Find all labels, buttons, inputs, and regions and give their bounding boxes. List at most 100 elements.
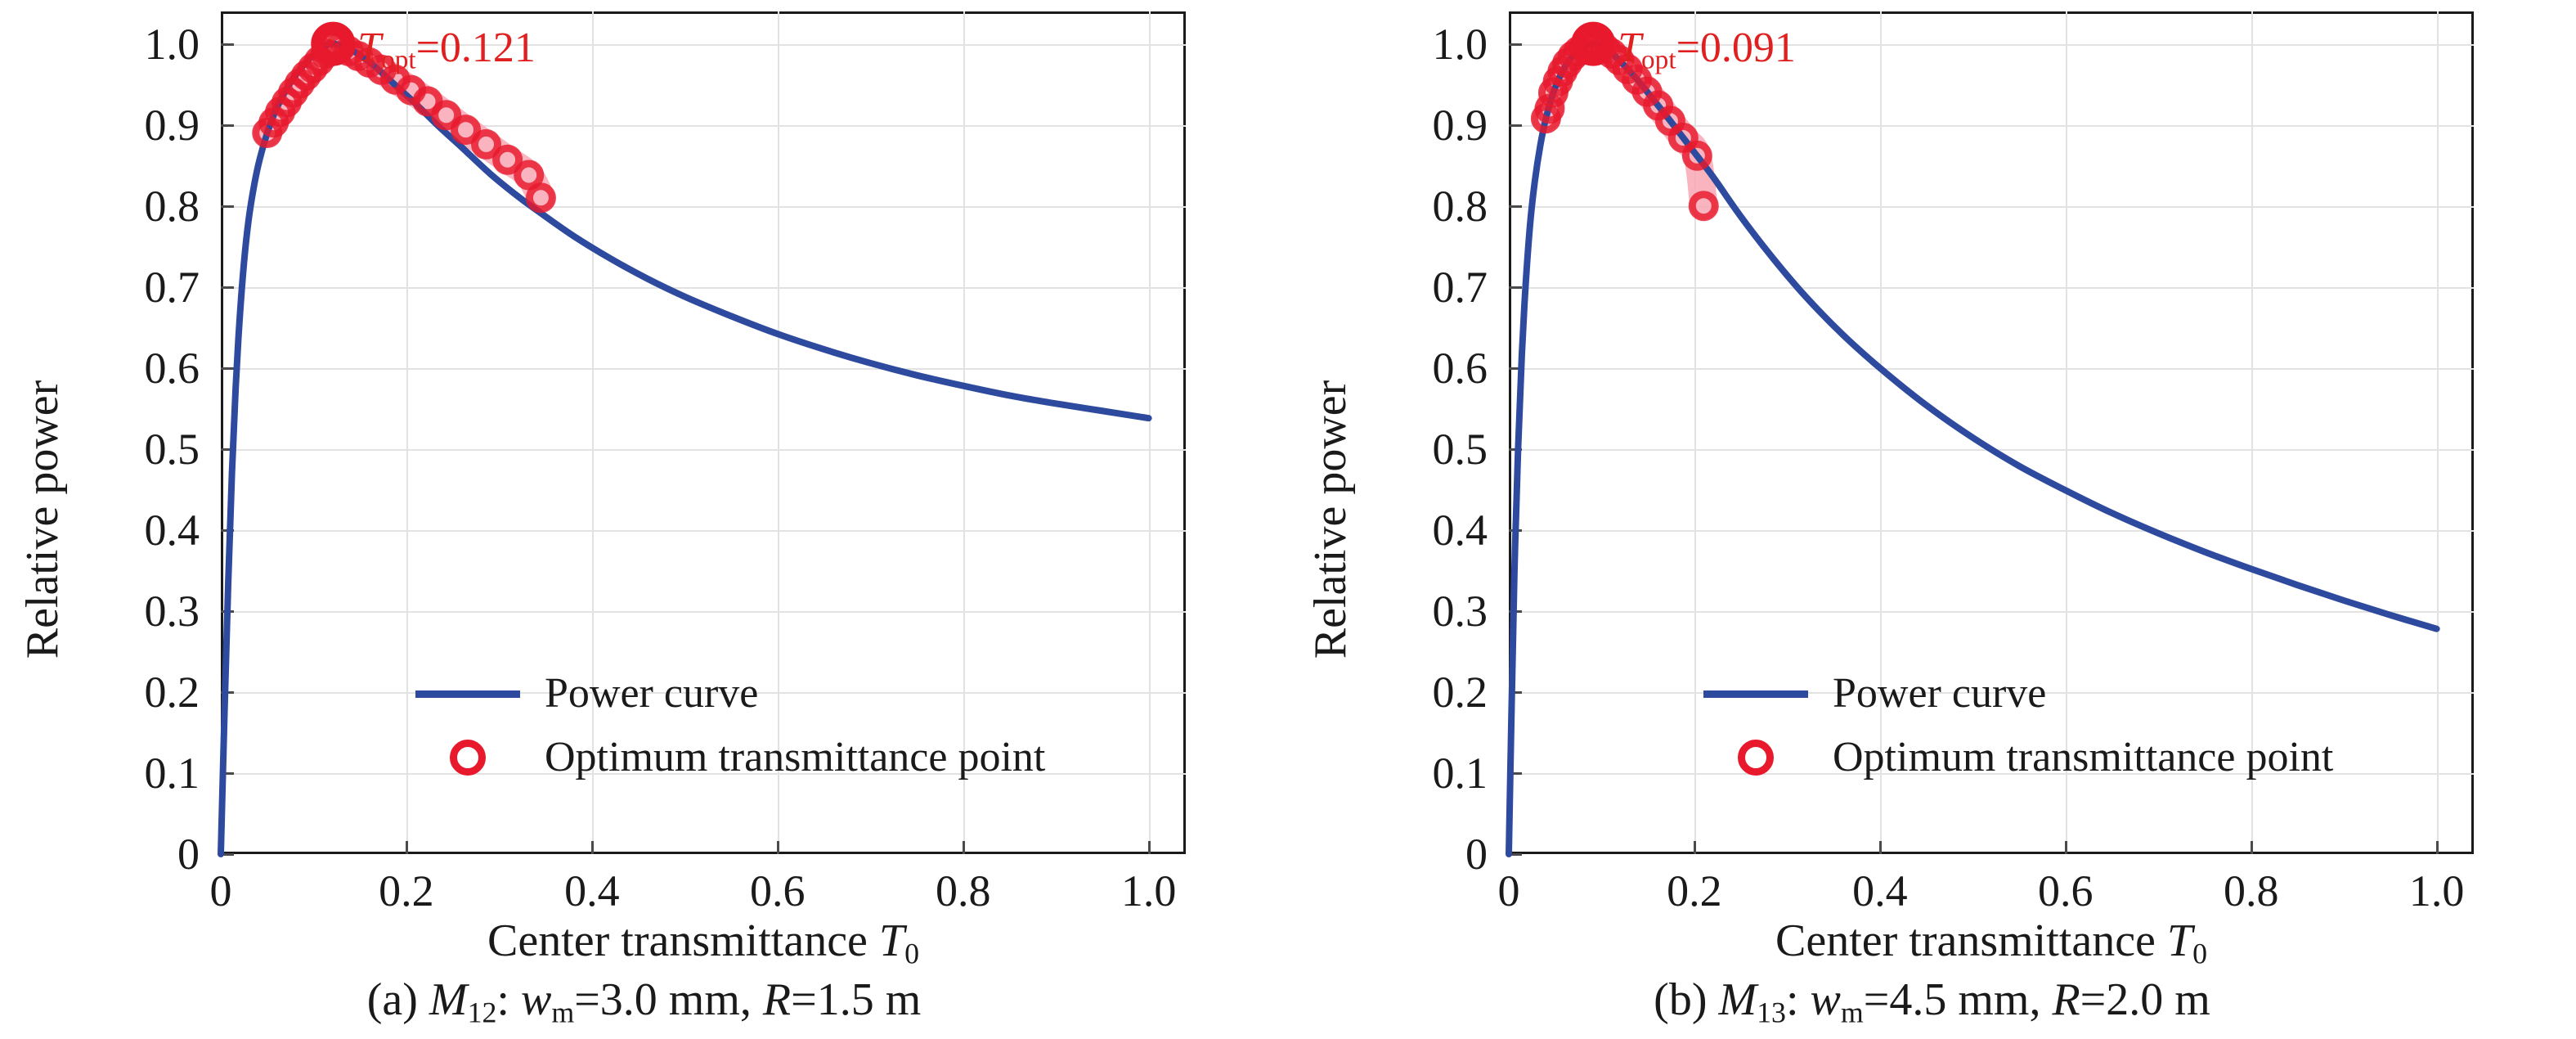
y-tick	[1509, 124, 1522, 127]
y-tick-label: 0.3	[144, 586, 200, 636]
subcaption-r-value-b: =2.0 m	[2080, 974, 2210, 1025]
y-tick-label: 0.8	[144, 181, 200, 231]
y-tick-label: 0	[1465, 830, 1488, 879]
x-tick-label: 1.0	[1120, 866, 1177, 915]
gridline-vertical	[963, 11, 965, 854]
y-tick	[221, 286, 234, 289]
x-tick	[590, 841, 594, 854]
x-tick-label: 0.2	[1667, 866, 1722, 915]
legend-a: Power curve Optimum transmittance point	[402, 662, 1045, 789]
subcaption-r-symbol-b: R	[2052, 974, 2080, 1025]
gridline-vertical	[1148, 11, 1151, 854]
panel-a: Relative power 0 0.1 0.2 0.3 0.4 0.5 0.6 0.7 0.8…	[17, 11, 1186, 1029]
y-tick	[221, 771, 234, 775]
subcaption-mode-sub-b: 13	[1757, 996, 1786, 1029]
y-tick-label: 0	[177, 830, 200, 879]
y-tick-label: 0.5	[144, 424, 200, 474]
gridline-horizontal	[221, 772, 1186, 775]
y-tick-label: 0.5	[1432, 424, 1488, 474]
x-tick-label: 0.4	[1852, 866, 1908, 915]
gridline-horizontal	[1509, 529, 2474, 532]
y-axis-title-b: Relative power	[1305, 380, 1356, 659]
annotation-symbol-b: T	[1618, 24, 1642, 71]
x-axis-title-symbol-a: T	[878, 915, 905, 966]
x-axis-title-prefix-a: Center transmittance	[487, 915, 879, 966]
y-tick	[1509, 690, 1522, 694]
legend-marker-swatch-a	[402, 740, 533, 776]
x-tick-label: 1.0	[2408, 866, 2465, 915]
optimum-transmittance-point	[1688, 191, 1719, 222]
legend-label-power-curve-b: Power curve	[1833, 670, 2047, 717]
annotation-subscript-b: opt	[1641, 44, 1676, 75]
gridline-horizontal	[1509, 691, 2474, 694]
x-tick	[962, 841, 965, 854]
curve-layer-b	[1506, 21, 2440, 857]
y-tick-label: 0.2	[144, 667, 200, 717]
gridline-horizontal	[1509, 124, 2474, 127]
y-tick	[1509, 771, 1522, 775]
y-tick	[221, 205, 234, 208]
y-tick-label: 0.7	[1432, 262, 1488, 312]
optimum-transmittance-point	[1681, 140, 1712, 171]
x-tick	[1878, 841, 1882, 854]
gridline-horizontal	[221, 610, 1186, 613]
gridline-horizontal	[1509, 286, 2474, 289]
optimum-transmittance-point	[412, 86, 443, 117]
y-tick	[1509, 367, 1522, 370]
gridline-vertical	[1879, 11, 1882, 854]
subcaption-w-symbol-b: w	[1810, 974, 1841, 1025]
legend-row-power-curve-b: Power curve	[1690, 662, 2333, 726]
x-tick-label: 0	[209, 866, 232, 915]
gridline-vertical	[406, 11, 408, 854]
gridline-vertical	[1694, 11, 1696, 854]
legend-row-power-curve-a: Power curve	[402, 662, 1045, 726]
gridline-horizontal	[1509, 772, 2474, 775]
plot-area-a: 0 0.1 0.2 0.3 0.4 0.5 0.6 0.7 0.8 0.9 1.0 0 0.2 0.4 0.…	[145, 11, 1186, 913]
y-tick	[221, 853, 234, 856]
legend-line-swatch-b	[1690, 690, 1821, 698]
plot-area-b: 0 0.1 0.2 0.3 0.4 0.5 0.6 0.7 0.8 0.9 1.0 0 0.2 0.4 0.…	[1433, 11, 2474, 913]
y-tick	[221, 448, 234, 451]
legend-label-power-curve-a: Power curve	[545, 670, 759, 717]
y-tick-label: 0.6	[1432, 343, 1488, 393]
y-tick-label: 1.0	[1432, 19, 1488, 69]
gridline-horizontal	[1509, 367, 2474, 370]
x-axis-title-sub-b: 0	[2192, 937, 2207, 970]
x-tick	[1147, 841, 1151, 854]
annotation-subscript-a: opt	[381, 44, 416, 75]
legend-line-swatch-a	[402, 690, 533, 698]
legend-b: Power curve Optimum transmittance point	[1690, 662, 2333, 789]
optimum-point-highlight	[1571, 21, 1616, 66]
y-tick-label: 0.1	[1432, 748, 1488, 798]
annotation-topt-a: Topt=0.121	[357, 24, 536, 75]
optimum-point-highlight	[311, 21, 356, 66]
optimum-transmittance-point	[492, 144, 523, 175]
subcaption-mode-sub-a: 12	[467, 996, 497, 1029]
optimum-transmittance-point	[514, 160, 545, 191]
gridline-horizontal	[1509, 43, 2474, 46]
x-tick-label: 0.8	[2223, 866, 2279, 915]
subcaption-w-value-b: =4.5 mm,	[1863, 974, 2053, 1025]
subcaption-b: (b) M13: wm=4.5 mm, R=2.0 m	[1288, 974, 2576, 1029]
y-tick	[221, 367, 234, 370]
gridline-vertical	[591, 11, 594, 854]
x-tick-label: 0.6	[2038, 866, 2094, 915]
x-tick	[1693, 841, 1696, 854]
x-tick	[2064, 841, 2067, 854]
optimum-transmittance-point	[451, 115, 482, 146]
y-tick	[1509, 43, 1522, 46]
x-axis-title-a: Center transmittance T0	[221, 915, 1186, 970]
axes-box-a	[221, 11, 1186, 854]
y-tick	[221, 43, 234, 46]
x-tick	[776, 841, 779, 854]
optimum-transmittance-point	[525, 182, 556, 214]
annotation-value-a: =0.121	[415, 24, 536, 71]
subcaption-r-value-a: =1.5 m	[791, 974, 922, 1025]
y-tick-label: 0.6	[144, 343, 200, 393]
subcaption-w-symbol-a: w	[520, 974, 552, 1025]
subcaption-mode-symbol-b: M	[1718, 974, 1757, 1025]
x-axis-title-b: Center transmittance T0	[1509, 915, 2474, 970]
optimum-transmittance-point	[1667, 123, 1699, 153]
x-tick-label: 0.2	[379, 866, 434, 915]
gridline-vertical	[2251, 11, 2253, 854]
